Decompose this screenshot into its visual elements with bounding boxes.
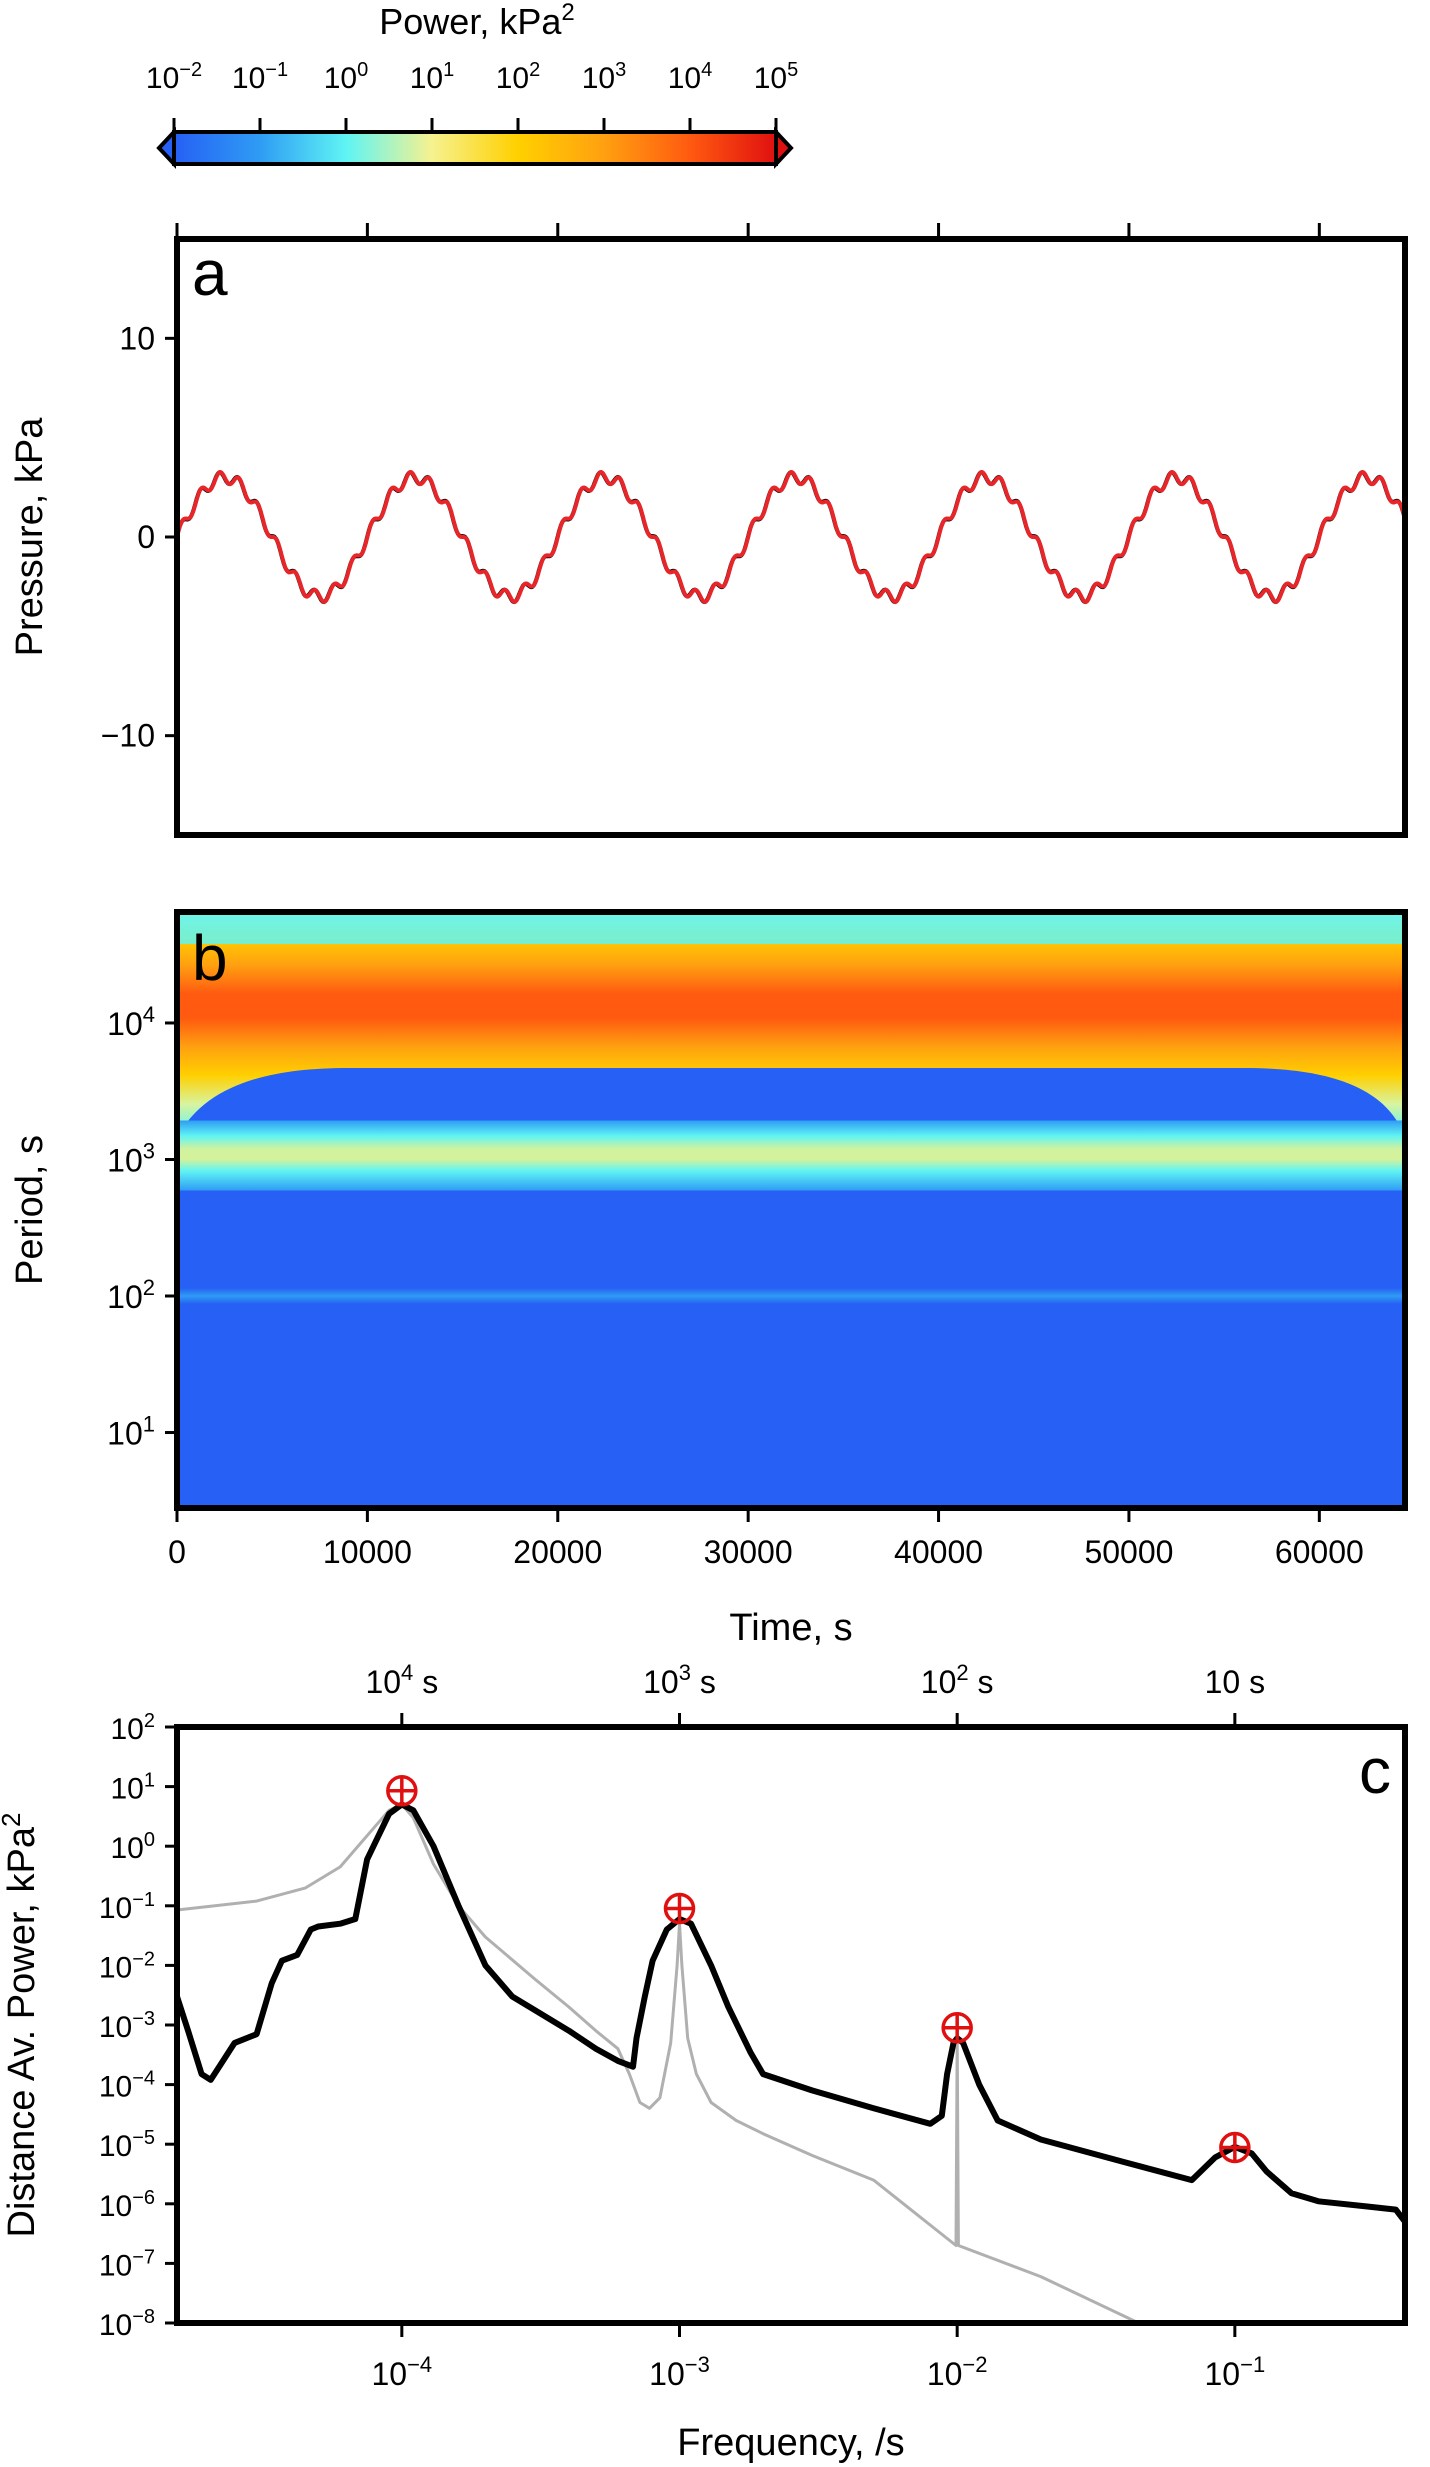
panel-c-top-tick-label: 103 s	[643, 1660, 716, 1700]
panel-b-ytick-label: 102	[107, 1275, 155, 1315]
panel-c-ylabel: Distance Av. Power, kPa2	[0, 1813, 43, 2238]
panel-b-ytick-label: 101	[107, 1412, 155, 1452]
panel-c-xtick-label: 10−1	[1205, 2352, 1266, 2392]
panel-c-xlabel: Frequency, /s	[677, 2422, 904, 2464]
panel-c-label: c	[1359, 1735, 1391, 1807]
panel-b-label: b	[192, 922, 228, 994]
panel-c-axes: 10−4 10−3 10−2 10−1 104 s 103 s 102 s 10 s 102 10…	[99, 1660, 1265, 2392]
panel-c-top-tick-label: 102 s	[921, 1660, 994, 1700]
panel-b-xtick-label: 30000	[704, 1534, 793, 1570]
panel-b-xtick-label: 20000	[513, 1534, 602, 1570]
panel-c-ytick-label: 10−6	[99, 2187, 155, 2223]
colorbar-tick-label: 10−1	[232, 59, 288, 95]
colorbar-tick-label: 103	[582, 59, 627, 95]
panel-b-axes: 0 10000 20000 30000 40000 50000 60000 101 102 103…	[107, 1002, 1364, 1570]
panel-b: 0 10000 20000 30000 40000 50000 60000 101 102 103…	[9, 909, 1408, 1649]
panel-b-ytick-label: 104	[107, 1002, 155, 1042]
colorbar-tick-label: 101	[410, 59, 455, 95]
panel-c-ytick-label: 100	[111, 1829, 156, 1865]
peak-marker	[941, 2011, 973, 2044]
spectrum-black-line	[177, 1801, 1405, 2224]
colorbar-ticks: 10−2 10−1 100 101 102 103 104 105	[146, 59, 798, 132]
pressure-series-red	[177, 470, 1405, 604]
panel-a-ylabel: Pressure, kPa	[9, 417, 51, 657]
colorbar-tick-label: 100	[324, 59, 369, 95]
panel-c-frame	[174, 1724, 1408, 2326]
scalogram-band-p100	[177, 1288, 1405, 1305]
panel-a-ytick-label: 10	[119, 320, 155, 356]
panel-c-top-tick-label: 104 s	[365, 1660, 438, 1700]
panel-b-xtick-label: 0	[168, 1534, 186, 1570]
panel-c-xtick-label: 10−3	[649, 2352, 710, 2392]
panel-c-ytick-label: 102	[111, 1710, 156, 1746]
panel-c-ytick-label: 10−7	[99, 2246, 155, 2282]
colorbar-tick-label: 10−2	[146, 59, 202, 95]
panel-c-ytick-label: 10−3	[99, 2008, 155, 2044]
colorbar-high-triangle	[774, 126, 794, 170]
panel-b-frame	[174, 909, 1408, 1511]
panel-c-ytick-label: 10−1	[99, 1889, 155, 1925]
cone-of-influence	[177, 1067, 1405, 1138]
panel-b-ytick-label: 103	[107, 1138, 155, 1178]
colorbar-bar	[172, 130, 778, 166]
colorbar: Power, kPa2 10−2 10−1 100 101 102 103 104 105	[146, 0, 798, 170]
peak-marker	[663, 1892, 696, 1925]
scalogram	[177, 912, 1405, 1508]
panel-b-xtick-label: 40000	[894, 1534, 983, 1570]
panel-a-ytick-label: 0	[137, 519, 155, 555]
colorbar-tick-label: 105	[754, 59, 799, 95]
colorbar-title: Power, kPa2	[379, 0, 574, 42]
panel-c-ytick-label: 101	[111, 1770, 156, 1806]
panel-c-xtick-label: 10−2	[927, 2352, 988, 2392]
spectrum-grey-line	[177, 1803, 1140, 2323]
panel-a-axes: −10 0 10	[101, 223, 1321, 754]
panel-c-ytick-label: 10−2	[99, 1948, 155, 1984]
panel-c-ytick-label: 10−5	[99, 2127, 155, 2163]
panel-b-xtick-label: 50000	[1084, 1534, 1173, 1570]
scalogram-band-p1000	[177, 1120, 1405, 1191]
colorbar-low-triangle	[156, 126, 176, 170]
scalogram-top-edge	[177, 912, 1405, 944]
panel-b-xtick-label: 10000	[323, 1534, 412, 1570]
peak-marker	[1219, 2131, 1251, 2164]
panel-c-top-tick-label: 10 s	[1205, 1664, 1265, 1700]
panel-b-xlabel: Time, s	[729, 1607, 852, 1649]
panel-a: −10 0 10 a Pressure, kPa	[9, 223, 1408, 838]
panel-a-label: a	[192, 237, 228, 309]
panel-c-xtick-label: 10−4	[371, 2352, 432, 2392]
panel-c: 10−4 10−3 10−2 10−1 104 s 103 s 102 s 10 s 102 10…	[0, 1660, 1408, 2464]
peak-marker	[386, 1775, 418, 1807]
panel-a-ytick-label: −10	[101, 718, 155, 754]
panel-b-ylabel: Period, s	[9, 1135, 51, 1285]
colorbar-tick-label: 104	[668, 59, 713, 95]
panel-c-ytick-label: 10−4	[99, 2068, 155, 2104]
panel-b-xtick-label: 60000	[1275, 1534, 1364, 1570]
panel-a-frame	[174, 236, 1408, 838]
panel-c-ytick-label: 10−8	[99, 2306, 155, 2342]
colorbar-tick-label: 102	[496, 59, 541, 95]
